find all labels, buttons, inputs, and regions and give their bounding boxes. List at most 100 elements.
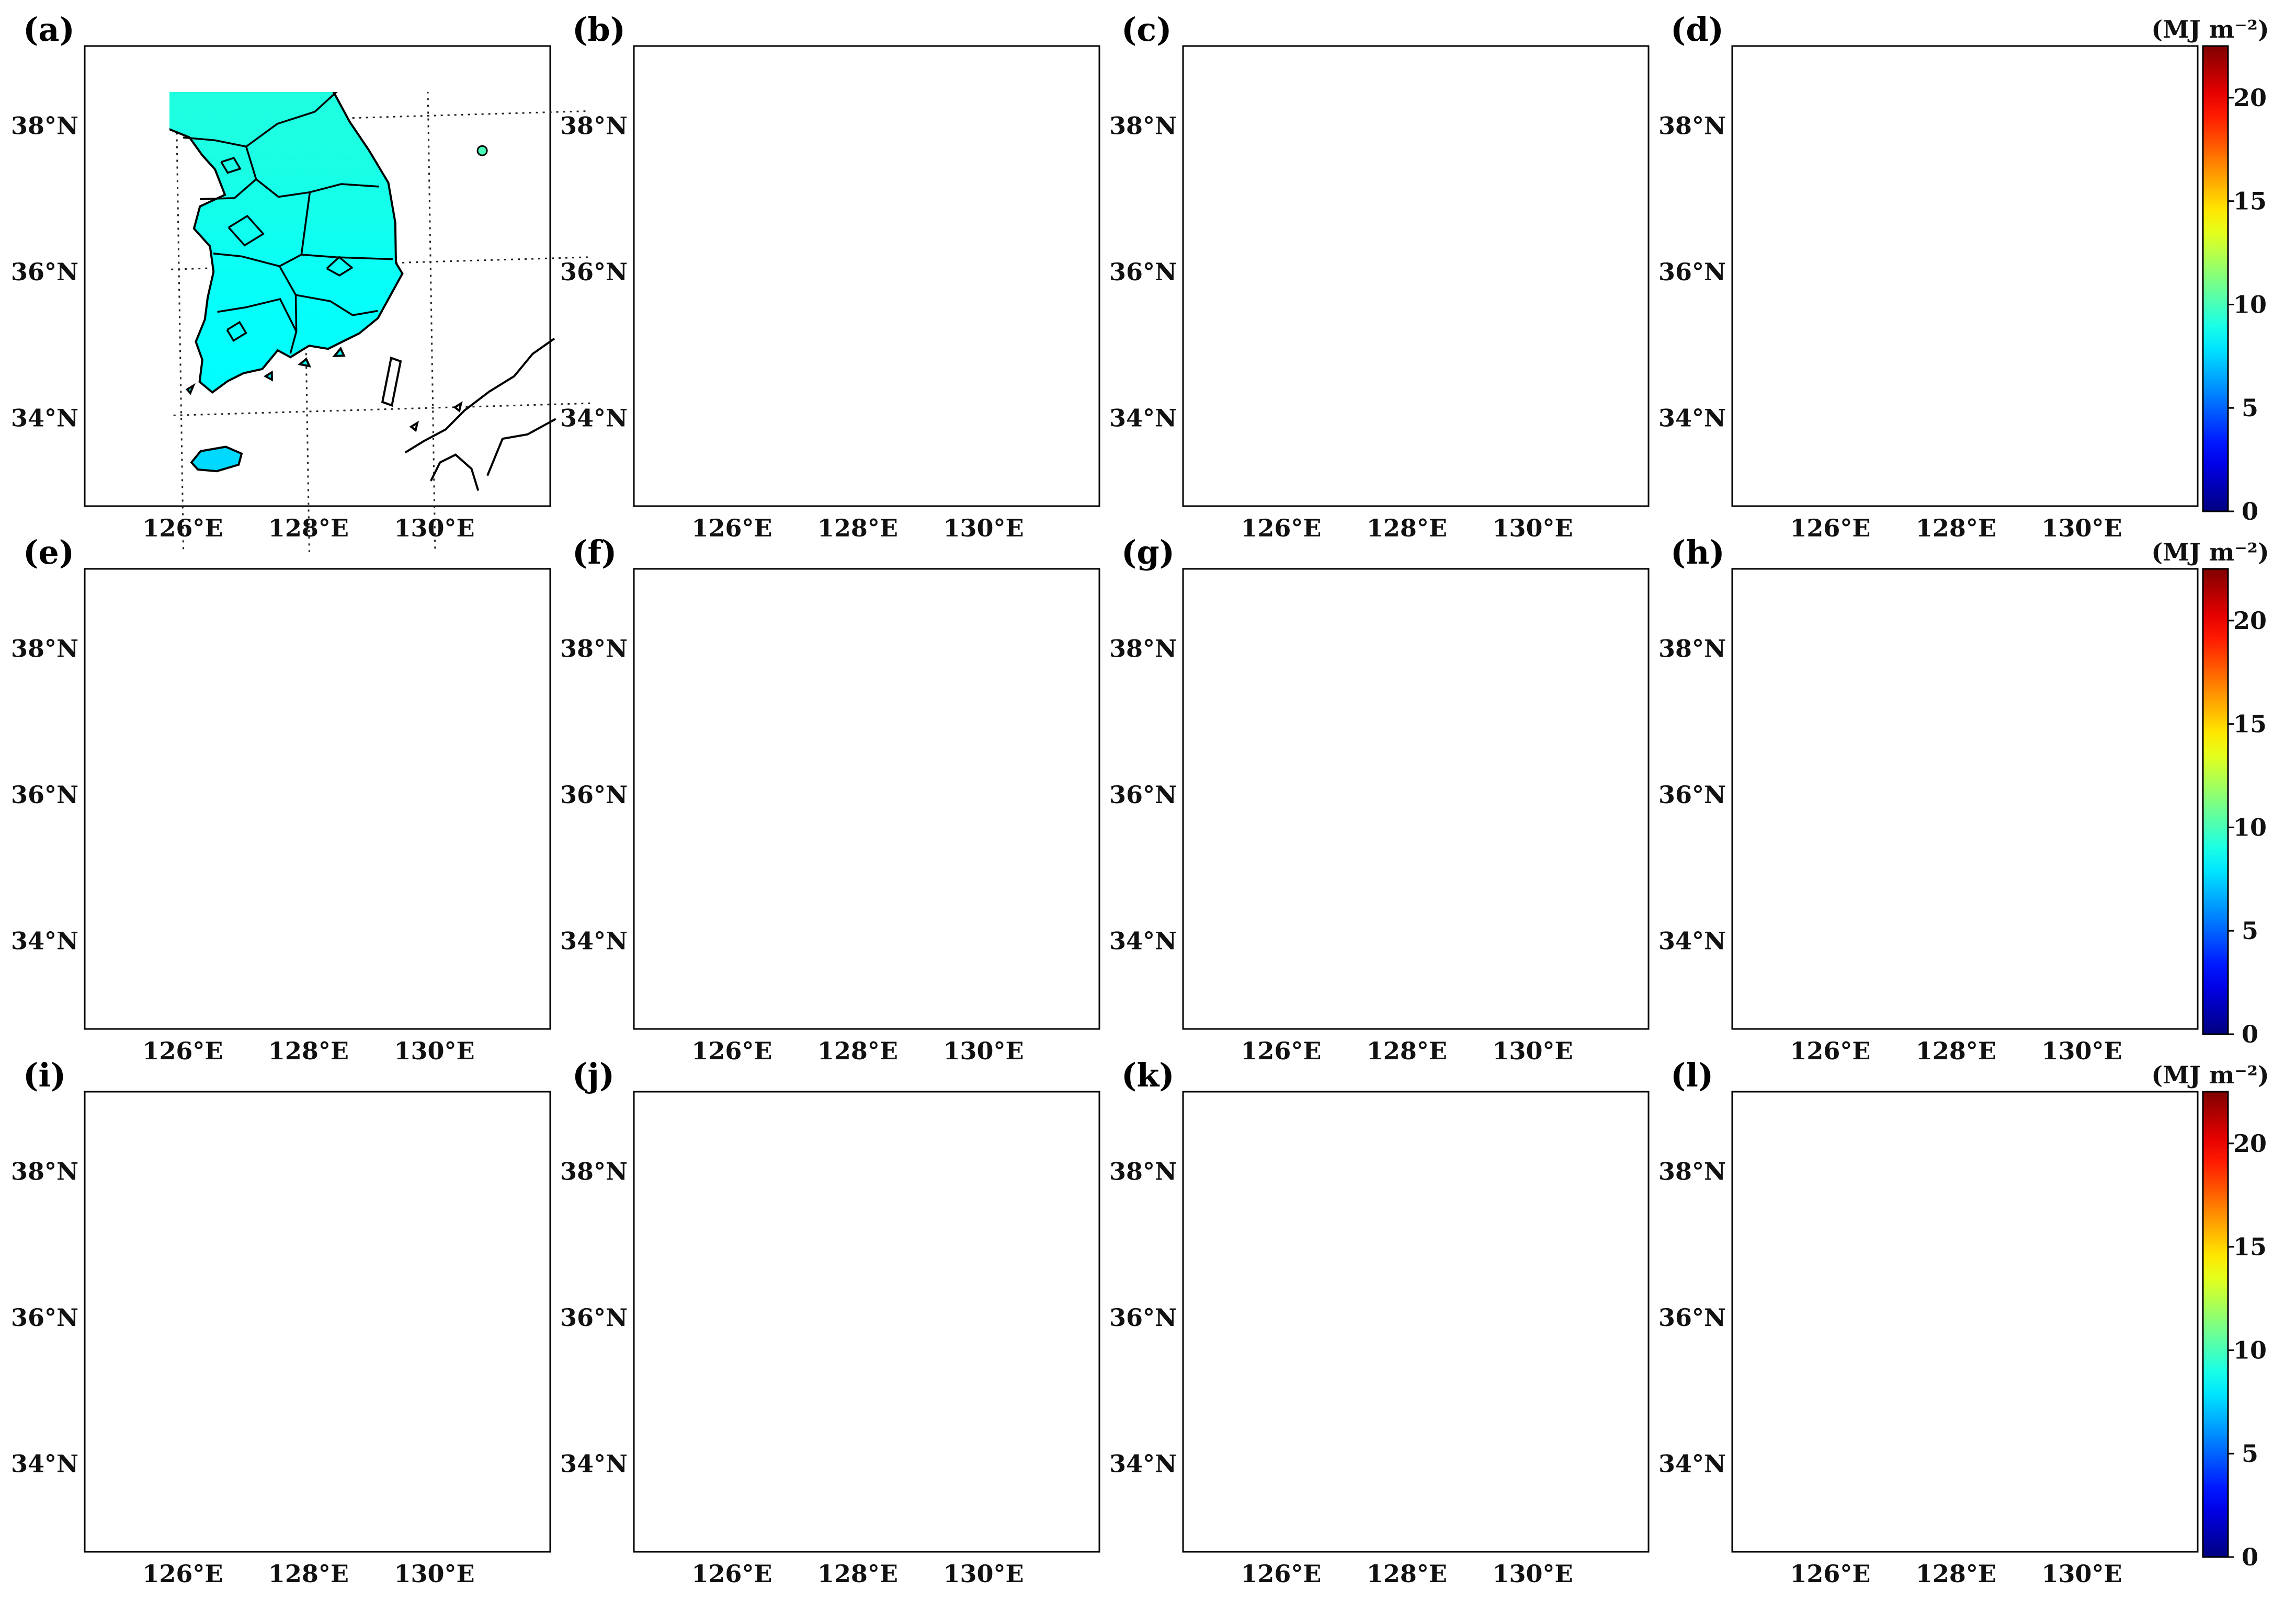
- province-boundary: [226, 321, 247, 342]
- longitude-tick-label: 126°E: [691, 514, 772, 542]
- map-frame: [1182, 1091, 1650, 1553]
- map-frame: [84, 568, 551, 1030]
- map-frame: [84, 1091, 551, 1553]
- longitude-tick-label: 128°E: [817, 1037, 898, 1065]
- colorbar-unit-label: (MJ m⁻²): [2151, 1061, 2269, 1089]
- latitude-tick-label: 38°N: [1658, 112, 1726, 140]
- map-frame: [1731, 568, 2199, 1030]
- map-panel-e: (e) 38°N 36°N 34°N 126°E 128°E 130°E: [11, 533, 551, 1065]
- longitude-tick-label: 130°E: [394, 514, 474, 542]
- latitude-tick-label: 34°N: [11, 926, 78, 955]
- longitude-tick-label: 128°E: [1916, 1037, 1996, 1065]
- longitude-tick-label: 130°E: [2041, 514, 2122, 542]
- map-panel-l: (l) 38°N 36°N 34°N 126°E 128°E 130°E: [1658, 1056, 2199, 1588]
- longitude-tick-label: 126°E: [1790, 1037, 1870, 1065]
- panel-label: (e): [23, 533, 74, 571]
- colorbar-tick-label: 15: [2233, 710, 2267, 738]
- latitude-tick-label: 36°N: [1109, 781, 1177, 809]
- map-panel-k: (k) 38°N 36°N 34°N 126°E 128°E 130°E: [1109, 1056, 1650, 1588]
- longitude-tick-label: 128°E: [1916, 1560, 1996, 1588]
- latitude-tick-label: 34°N: [1109, 404, 1177, 432]
- longitude-tick-label: 130°E: [943, 1037, 1024, 1065]
- longitude-tick-label: 130°E: [2041, 1037, 2122, 1065]
- map-panel-b: (b) 38°N 36°N 34°N 126°E 128°E 130°E: [560, 10, 1100, 542]
- latitude-tick-label: 38°N: [1658, 635, 1726, 663]
- panel-label: (l): [1670, 1056, 1713, 1094]
- colorbar-tick-label: 5: [2242, 1439, 2258, 1468]
- tsushima-island: [381, 356, 402, 407]
- longitude-tick-label: 126°E: [142, 1560, 223, 1588]
- map-panel-h: (h) 38°N 36°N 34°N 126°E 128°E 130°E: [1658, 533, 2199, 1065]
- latitude-tick-label: 34°N: [11, 404, 78, 432]
- latitude-tick-label: 36°N: [560, 1303, 628, 1332]
- longitude-tick-label: 128°E: [268, 1560, 349, 1588]
- longitude-tick-label: 128°E: [268, 514, 349, 542]
- latitude-tick-label: 34°N: [1109, 1449, 1177, 1478]
- map-frame: [633, 45, 1100, 507]
- longitude-tick-label: 130°E: [2041, 1560, 2122, 1588]
- longitude-tick-label: 128°E: [1916, 514, 1996, 542]
- longitude-tick-label: 126°E: [1241, 1037, 1321, 1065]
- latitude-tick-label: 36°N: [1109, 258, 1177, 286]
- map-frame: [1731, 45, 2199, 507]
- longitude-tick-label: 128°E: [817, 514, 898, 542]
- province-boundary: [301, 254, 393, 260]
- map-panel-g: (g) 38°N 36°N 34°N 126°E 128°E 130°E: [1109, 533, 1650, 1065]
- latitude-tick-label: 36°N: [1658, 258, 1726, 286]
- longitude-tick-label: 130°E: [943, 1560, 1024, 1588]
- coastal-island: [263, 370, 273, 382]
- latitude-tick-label: 36°N: [1109, 1303, 1177, 1332]
- korea-land: [169, 92, 404, 394]
- colorbar-tick-label: 5: [2242, 394, 2258, 422]
- colorbar-tick-label: 10: [2233, 290, 2267, 318]
- map-panel-c: (c) 38°N 36°N 34°N 126°E 128°E 130°E: [1109, 10, 1650, 542]
- province-boundary: [200, 178, 257, 200]
- panel-label: (k): [1121, 1056, 1175, 1094]
- colorbar: [2202, 45, 2229, 512]
- panel-label: (b): [572, 10, 626, 49]
- longitude-tick-label: 130°E: [943, 514, 1024, 542]
- province-boundary: [228, 214, 265, 247]
- longitude-tick-label: 126°E: [1241, 1560, 1321, 1588]
- latitude-tick-label: 34°N: [1658, 404, 1726, 432]
- map-frame: [633, 1091, 1100, 1553]
- longitude-tick-label: 130°E: [1492, 1037, 1573, 1065]
- map-panel-d: (d) 38°N 36°N 34°N 126°E 128°E 130°E: [1658, 10, 2199, 542]
- jeju-island: [190, 445, 243, 473]
- longitude-tick-label: 130°E: [394, 1560, 474, 1588]
- map-frame: [1182, 45, 1650, 507]
- japan-islet: [453, 401, 463, 413]
- coastal-island: [332, 346, 346, 357]
- coastal-island: [185, 383, 196, 395]
- panel-label: (h): [1670, 533, 1725, 571]
- latitude-tick-label: 38°N: [11, 635, 78, 663]
- longitude-tick-label: 126°E: [142, 1037, 223, 1065]
- ulleungdo-island: [476, 145, 488, 156]
- latitude-tick-label: 34°N: [560, 926, 628, 955]
- map-frame: [1182, 568, 1650, 1030]
- colorbar-row-1: 0 5 10 15 20 (MJ m⁻²): [2151, 15, 2269, 525]
- panel-label: (j): [572, 1056, 615, 1094]
- colorbar-unit-label: (MJ m⁻²): [2151, 538, 2269, 566]
- panel-label: (f): [572, 533, 617, 571]
- map-panel-a: (a) 38°N 36°N 34°N 126°E 128°E 130°E: [11, 10, 590, 552]
- colorbar-tick-label: 0: [2242, 1020, 2258, 1048]
- province-boundary: [245, 146, 379, 198]
- map-panel-f: (f) 38°N 36°N 34°N 126°E 128°E 130°E: [560, 533, 1100, 1065]
- colorbar-tick-label: 10: [2233, 1336, 2267, 1364]
- longitude-tick-label: 130°E: [394, 1037, 474, 1065]
- longitude-tick-label: 126°E: [1241, 514, 1321, 542]
- latitude-tick-label: 36°N: [560, 781, 628, 809]
- colorbar-tick-label: 0: [2242, 1543, 2258, 1571]
- latitude-tick-label: 38°N: [11, 1158, 78, 1186]
- latitude-tick-label: 36°N: [11, 258, 78, 286]
- colorbar-tick-label: 20: [2233, 1129, 2267, 1158]
- latitude-tick-label: 38°N: [560, 635, 628, 663]
- latitude-tick-label: 34°N: [1658, 1449, 1726, 1478]
- latitude-tick-label: 38°N: [560, 112, 628, 140]
- longitude-tick-label: 128°E: [817, 1560, 898, 1588]
- latitude-tick-label: 38°N: [560, 1158, 628, 1186]
- colorbar-tick-label: 20: [2233, 607, 2267, 635]
- map-frame: [1731, 1091, 2199, 1553]
- latitude-tick-label: 34°N: [11, 1449, 78, 1478]
